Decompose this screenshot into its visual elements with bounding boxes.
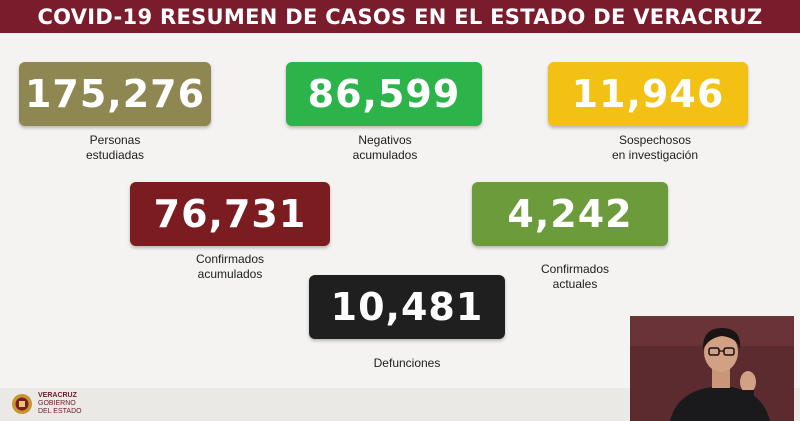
negativos-acumulados-value: 86,599	[307, 72, 461, 116]
veracruz-logo: VERACRUZ GOBIERNO DEL ESTADO	[10, 392, 82, 416]
confirmados-acumulados-value: 76,731	[153, 192, 307, 236]
negativos-acumulados-card: 86,599	[286, 62, 482, 126]
personas-estudiadas-label: Personas estudiadas	[85, 133, 145, 162]
defunciones-value: 10,481	[330, 285, 484, 329]
page-title: COVID-19 RESUMEN DE CASOS EN EL ESTADO D…	[0, 0, 800, 33]
logo-line-1: VERACRUZ	[38, 392, 77, 399]
sospechosos-label: Sospechosos en investigación	[611, 133, 699, 162]
confirmados-actuales-label: Confirmados actuales	[540, 262, 610, 291]
confirmados-actuales-card: 4,242	[472, 182, 668, 246]
personas-estudiadas-value: 175,276	[24, 72, 206, 116]
veracruz-seal-icon	[12, 394, 32, 414]
logo-line-3: DEL ESTADO	[38, 408, 82, 415]
interpreter-person-icon	[630, 316, 794, 421]
confirmados-acumulados-label: Confirmados acumulados	[195, 252, 265, 281]
confirmados-actuales-value: 4,242	[507, 192, 633, 236]
negativos-acumulados-label: Negativos acumulados	[352, 133, 418, 162]
sospechosos-card: 11,946	[548, 62, 748, 126]
logo-line-2: GOBIERNO	[38, 400, 76, 407]
sign-language-interpreter-video	[630, 316, 794, 421]
confirmados-acumulados-card: 76,731	[130, 182, 330, 246]
defunciones-card: 10,481	[309, 275, 505, 339]
sospechosos-value: 11,946	[571, 72, 725, 116]
defunciones-label: Defunciones	[373, 356, 441, 370]
personas-estudiadas-card: 175,276	[19, 62, 211, 126]
